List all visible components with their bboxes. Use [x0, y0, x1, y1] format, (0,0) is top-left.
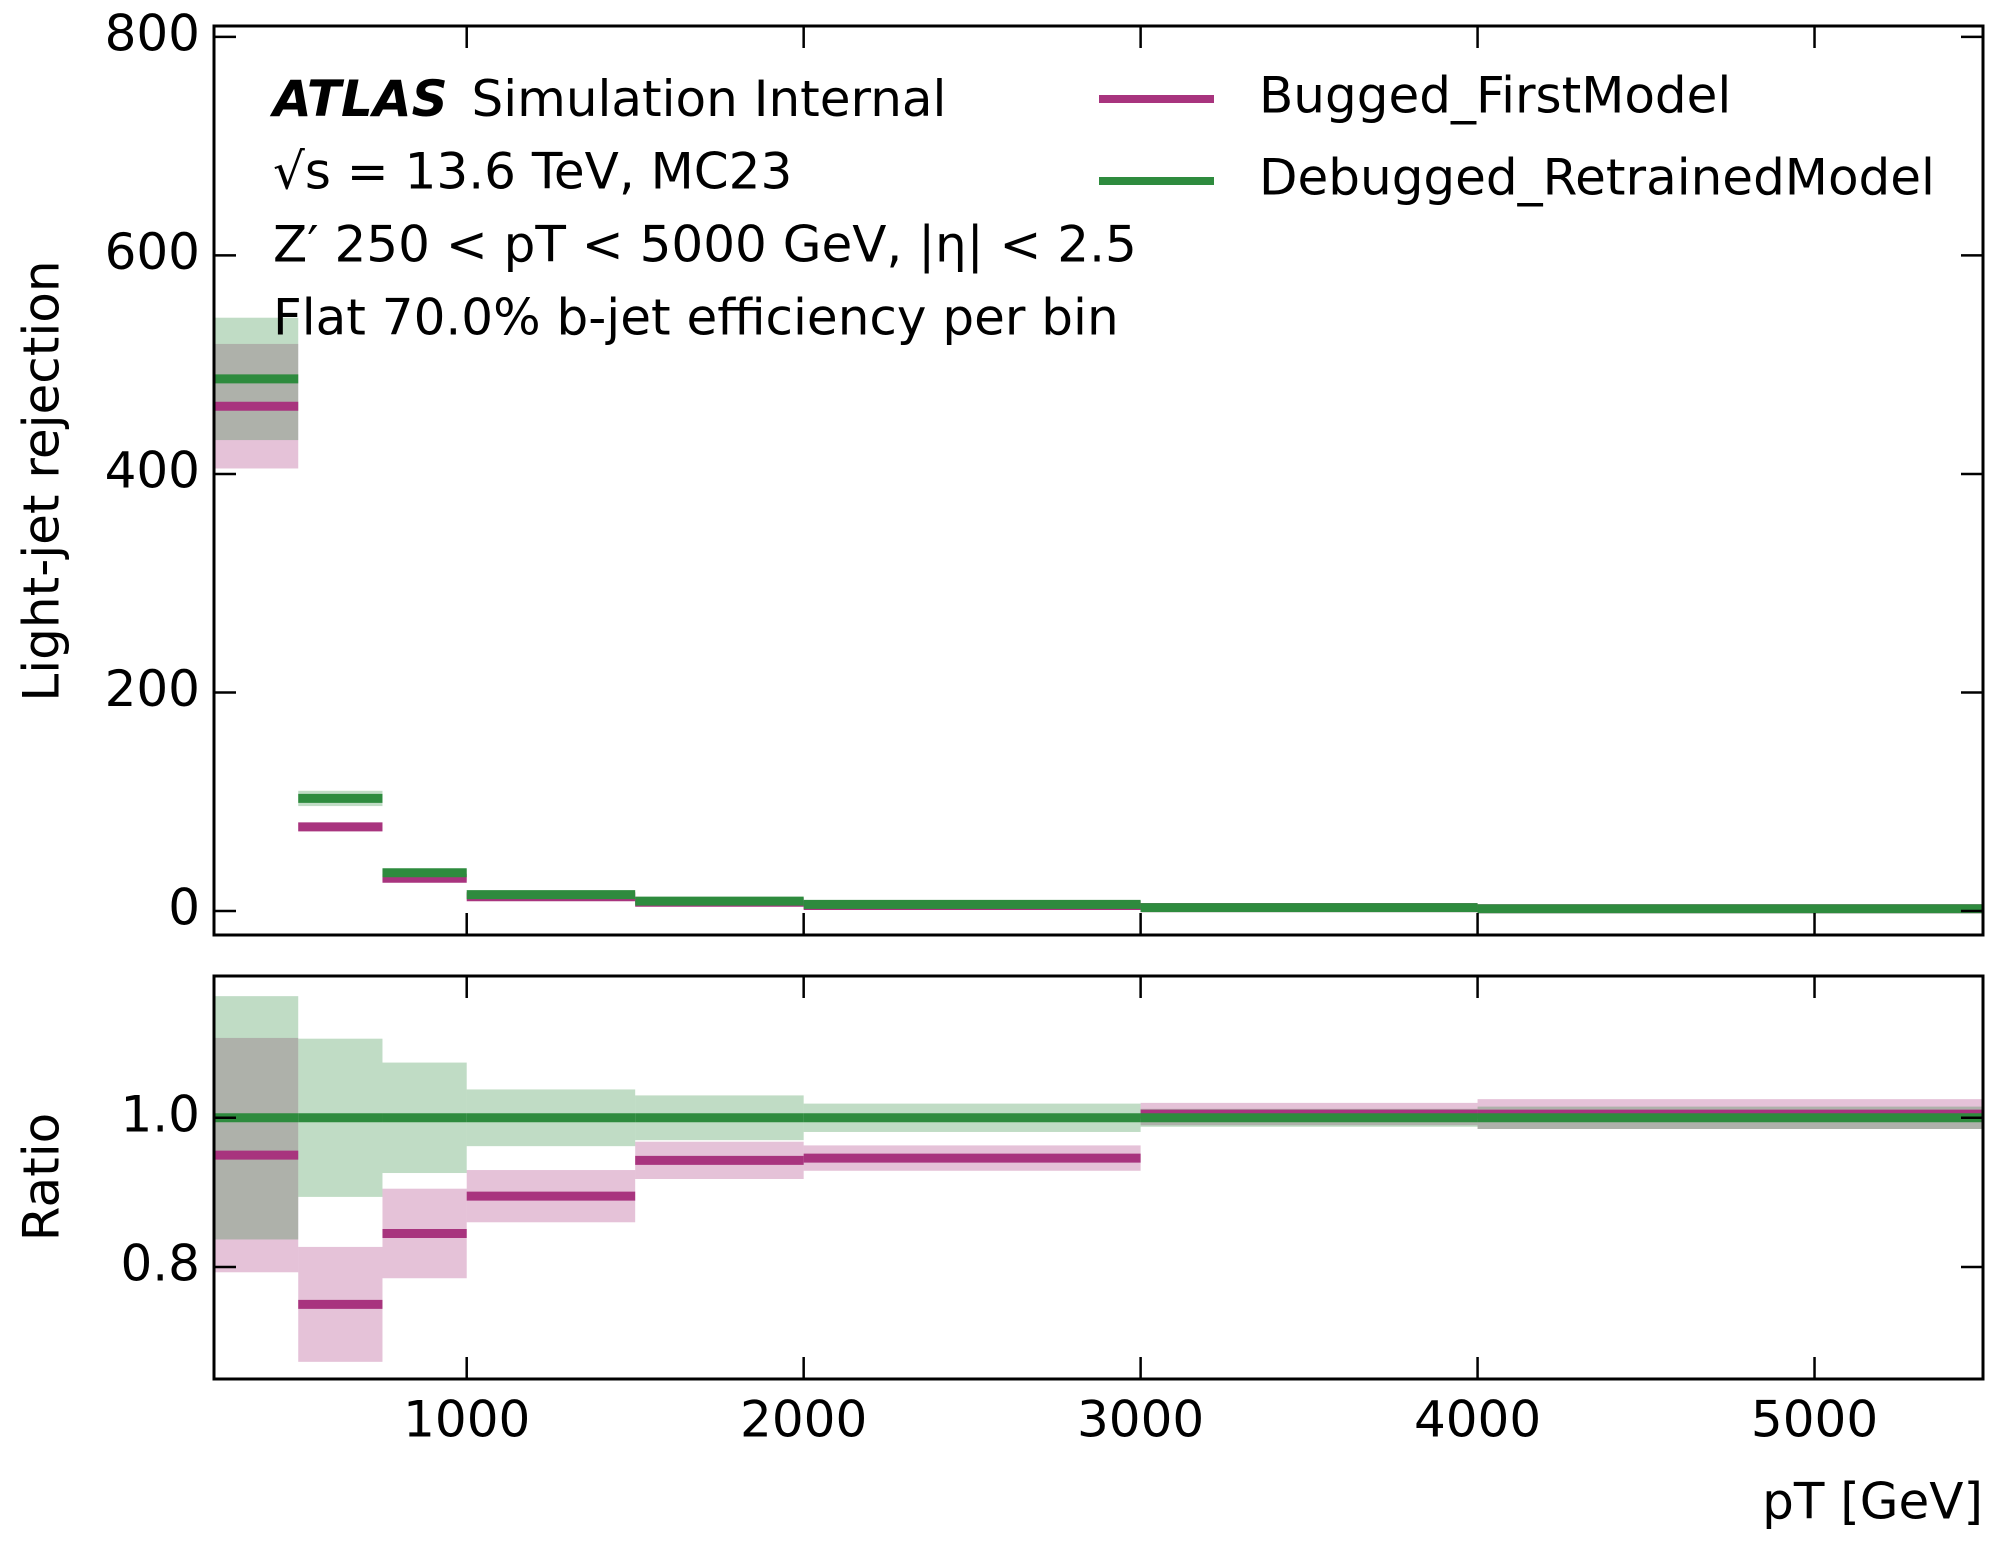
annotation: Z′ 250 < pT < 5000 GeV, |η| < 2.5	[273, 216, 1137, 274]
annotation: √s = 13.6 TeV, MC23	[273, 143, 792, 201]
x-tick-label: 5000	[1751, 1391, 1878, 1449]
y-tick-label: 0.8	[120, 1235, 200, 1293]
x-tick-label: 1000	[403, 1391, 530, 1449]
atlas-label: ATLAS Simulation Internal	[269, 70, 946, 128]
y-tick-label: 600	[105, 223, 200, 281]
status: Simulation Internal	[472, 70, 947, 128]
y-tick-label: 0	[168, 878, 200, 936]
annotation: Flat 70.0% b-jet efficiency per bin	[273, 289, 1119, 347]
y-axis-label: Ratio	[13, 1113, 71, 1241]
axes-frame	[212, 974, 1985, 1381]
legend-label: Debugged_RetrainedModel	[1259, 149, 1935, 207]
experiment: ATLAS	[269, 70, 448, 128]
y-tick-label: 800	[105, 4, 200, 62]
x-tick-label: 3000	[1077, 1391, 1204, 1449]
y-tick-label: 200	[105, 660, 200, 718]
x-tick-label: 2000	[740, 1391, 867, 1449]
legend-label: Bugged_FirstModel	[1259, 67, 1731, 125]
y-axis-label: Light-jet rejection	[13, 260, 71, 701]
x-axis-label: pT [GeV]	[1762, 1473, 1983, 1531]
axes-frame	[212, 24, 1985, 937]
x-tick-label: 4000	[1414, 1391, 1541, 1449]
y-tick-label: 1.0	[120, 1085, 200, 1143]
y-tick-label: 400	[105, 441, 200, 499]
